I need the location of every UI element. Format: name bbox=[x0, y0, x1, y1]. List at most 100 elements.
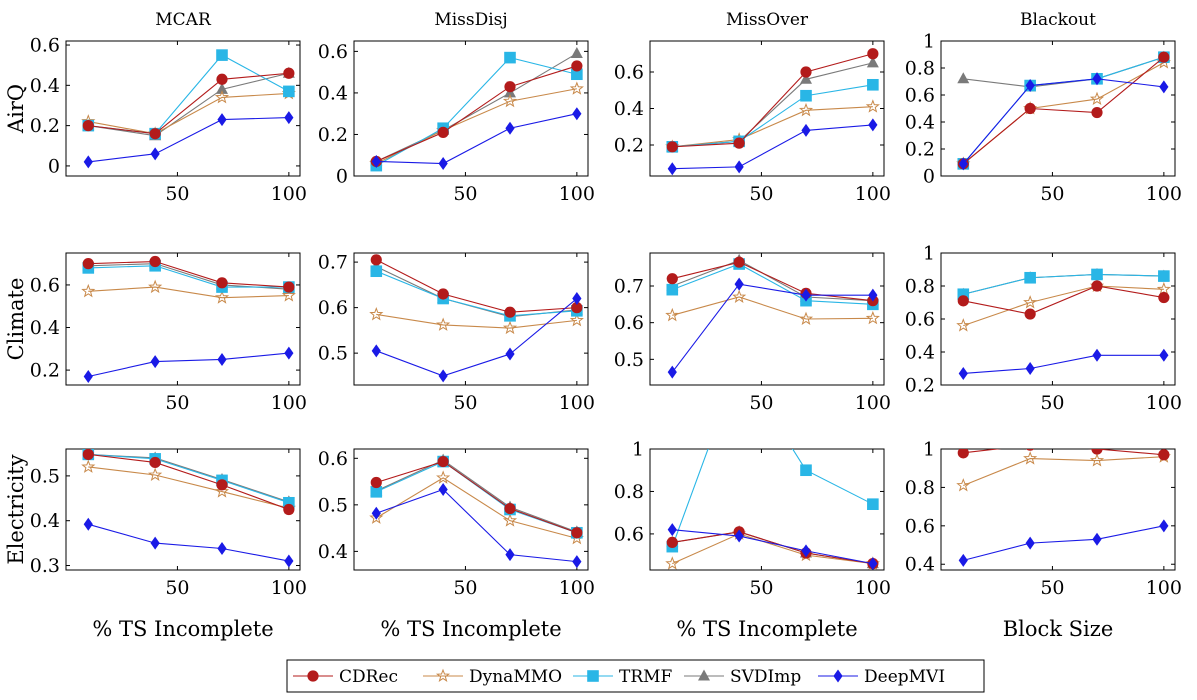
series-line-trmf bbox=[672, 263, 873, 305]
data-point-deepmvi bbox=[150, 147, 160, 161]
y-tick-label: 0.2 bbox=[30, 115, 60, 137]
data-point-trmf bbox=[957, 288, 970, 301]
x-tick-label: 100 bbox=[1146, 183, 1182, 205]
data-point-trmf bbox=[370, 265, 383, 278]
data-point-dynammo bbox=[732, 289, 747, 304]
series-line-deepmvi bbox=[963, 525, 1164, 561]
x-tick-label: 100 bbox=[855, 577, 891, 599]
plot-frame bbox=[353, 40, 589, 177]
series-line-cdrec bbox=[962, 56, 1165, 165]
series-group bbox=[81, 255, 296, 383]
x-tick-label: 100 bbox=[855, 392, 891, 414]
y-tick-label: 0.6 bbox=[30, 35, 60, 57]
y-tick-label: 0.7 bbox=[318, 252, 348, 274]
series-line-cdrec bbox=[88, 72, 289, 135]
data-point-deepmvi bbox=[958, 553, 968, 567]
series-line-svdimp bbox=[672, 259, 873, 302]
legend-frame bbox=[286, 659, 985, 693]
data-point-deepmvi bbox=[371, 506, 381, 520]
series-group bbox=[665, 253, 880, 379]
y-tick-label: 0.6 bbox=[905, 85, 935, 107]
x-tick-label: 50 bbox=[165, 577, 189, 599]
subplot-2-4: 0.2 0.4 0.6 0.8 1 50 100 bbox=[905, 243, 1182, 415]
series-group bbox=[369, 453, 584, 569]
data-point-dynammo bbox=[281, 288, 296, 302]
y-tick-label: 0.6 bbox=[318, 41, 348, 63]
y-tick-label: 0.6 bbox=[30, 274, 60, 296]
data-point-dynammo bbox=[956, 478, 971, 492]
series-line-trmf bbox=[963, 273, 1164, 295]
y-tick-label: 0.8 bbox=[905, 477, 935, 499]
series-line-cdrec bbox=[88, 453, 290, 511]
series-line-deepmvi bbox=[88, 352, 289, 378]
data-point-deepmvi bbox=[1092, 72, 1102, 86]
data-point-deepmvi bbox=[801, 544, 811, 558]
data-point-deepmvi bbox=[1159, 519, 1169, 533]
subplot-2-1: 0.2 0.4 0.6 50 100 Climate bbox=[4, 252, 307, 414]
x-tick-label: 50 bbox=[165, 183, 189, 205]
data-point-trmf bbox=[1091, 436, 1103, 448]
series-line-deepmvi bbox=[962, 78, 1164, 165]
data-point-cdrec bbox=[1024, 102, 1036, 115]
row-label: Electricity bbox=[4, 454, 28, 564]
data-point-cdrec bbox=[957, 449, 969, 459]
series-line-cdrec bbox=[376, 65, 578, 162]
data-point-cdrec bbox=[149, 456, 161, 469]
data-point-deepmvi bbox=[438, 157, 448, 171]
y-tick-label: 0.6 bbox=[614, 62, 644, 84]
legend-marker bbox=[307, 670, 319, 682]
subplot-3-4: 0.4 0.6 0.8 1 50 100 Block Size bbox=[905, 436, 1182, 642]
data-point-svdimp bbox=[800, 72, 812, 84]
plot-frame bbox=[65, 40, 301, 177]
subplot-1-1: 0 0.2 0.4 0.6 50 100 MCAR AirQ bbox=[4, 10, 307, 205]
legend-label: CDRec bbox=[339, 667, 398, 687]
plot-frame bbox=[649, 252, 885, 386]
data-point-cdrec bbox=[149, 128, 161, 140]
data-point-cdrec bbox=[571, 527, 583, 539]
data-point-deepmvi bbox=[1159, 348, 1169, 362]
subplot-1-3: 0.2 0.4 0.6 50 100 MissOver bbox=[614, 10, 891, 205]
data-point-trmf bbox=[283, 85, 295, 98]
x-tick-label: 100 bbox=[271, 392, 307, 414]
data-point-cdrec bbox=[504, 306, 516, 318]
data-point-deepmvi bbox=[734, 529, 744, 543]
data-point-cdrec bbox=[1026, 449, 1035, 451]
x-tick-label: 50 bbox=[749, 577, 773, 599]
data-point-trmf bbox=[1091, 268, 1103, 281]
series-group bbox=[665, 48, 880, 176]
data-point-cdrec bbox=[666, 536, 678, 549]
data-point-cdrec bbox=[216, 73, 228, 85]
series-line-cdrec bbox=[963, 285, 1164, 315]
data-point-deepmvi bbox=[83, 517, 93, 531]
data-point-dynammo bbox=[369, 510, 384, 524]
data-point-deepmvi bbox=[217, 541, 227, 555]
data-point-cdrec bbox=[283, 281, 295, 293]
y-tick-label: 0.4 bbox=[905, 554, 935, 576]
data-point-deepmvi bbox=[284, 346, 294, 360]
legend-item-svdimp: SVDImp bbox=[684, 667, 801, 687]
plot-frame bbox=[940, 252, 1176, 386]
data-point-deepmvi bbox=[734, 160, 744, 174]
y-tick-label: 0.6 bbox=[318, 297, 348, 319]
series-group bbox=[956, 436, 1171, 567]
x-tick-label: 100 bbox=[1146, 392, 1182, 414]
data-point-deepmvi bbox=[505, 121, 515, 135]
series-line-cdrec bbox=[376, 460, 578, 534]
subplot-title: MissDisj bbox=[434, 10, 507, 30]
data-point-deepmvi bbox=[217, 352, 227, 366]
y-tick-label: 0.5 bbox=[614, 349, 644, 371]
y-tick-label: 0.3 bbox=[30, 555, 60, 577]
data-point-deepmvi bbox=[1025, 79, 1035, 93]
series-line-svdimp bbox=[963, 439, 1164, 443]
legend-item-trmf: TRMF bbox=[573, 667, 673, 687]
plot-frame bbox=[940, 40, 1176, 177]
y-tick-label: 1 bbox=[632, 439, 644, 461]
data-point-cdrec bbox=[370, 254, 382, 266]
data-point-dynammo bbox=[502, 320, 518, 335]
series-line-svdimp bbox=[376, 459, 578, 533]
data-point-dynammo bbox=[214, 290, 230, 304]
plot-frame bbox=[65, 448, 301, 571]
x-tick-label: 100 bbox=[271, 577, 307, 599]
series-line-trmf bbox=[88, 453, 290, 504]
data-point-trmf bbox=[1158, 270, 1170, 282]
